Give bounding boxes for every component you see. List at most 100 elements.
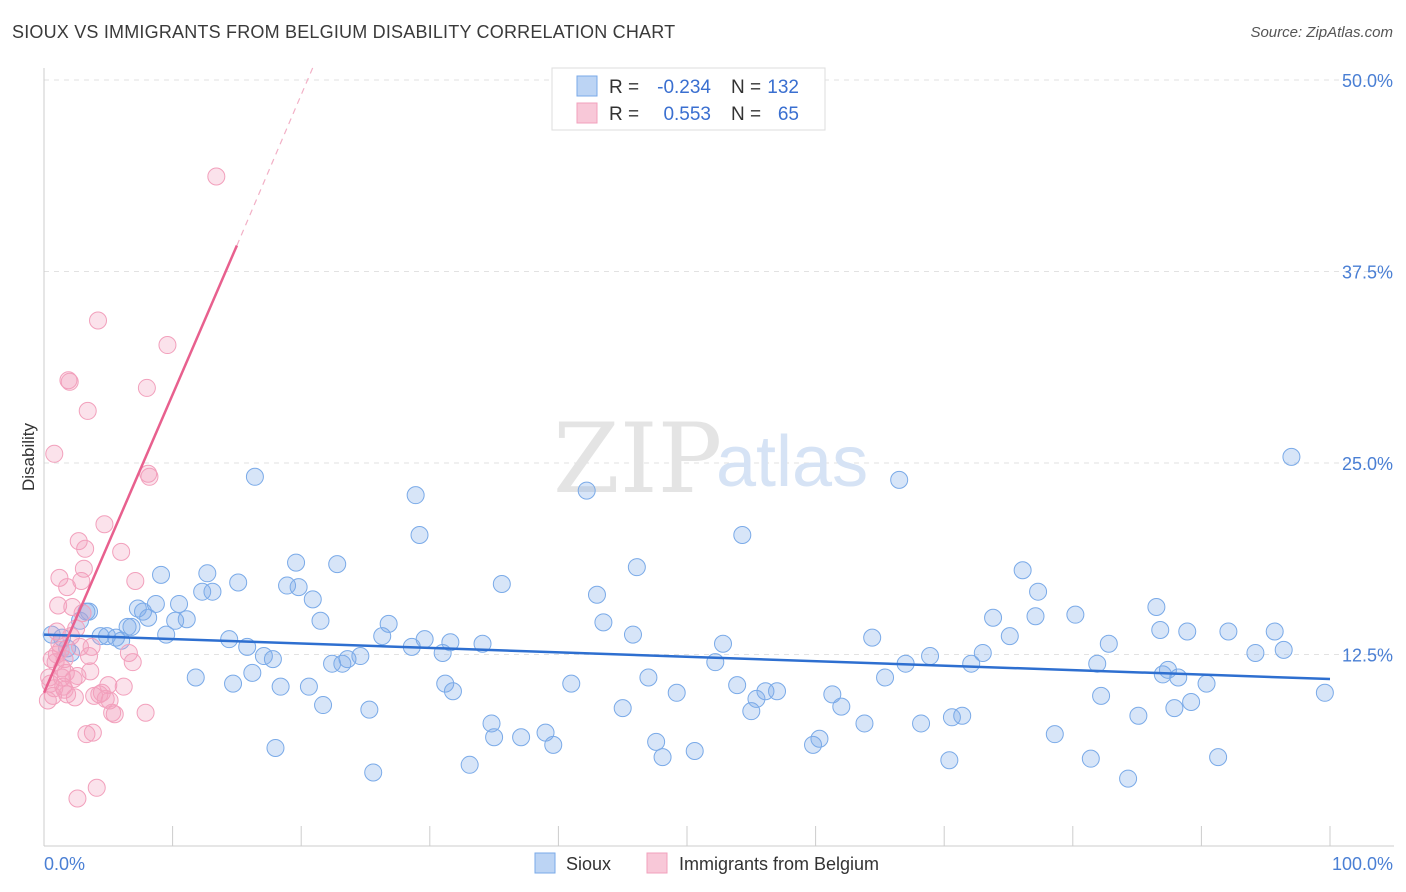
legend-r-label-belgium: R =	[609, 104, 639, 125]
sioux-point	[832, 697, 851, 716]
sioux-point	[876, 668, 895, 687]
source-label: Source: ZipAtlas.com	[1250, 24, 1393, 41]
belgium-point	[49, 596, 68, 615]
sioux-point	[152, 565, 171, 584]
y-tick-labels: 12.5% 25.0% 37.5% 50.0%	[1342, 71, 1393, 666]
sioux-point	[128, 599, 147, 618]
sioux-point	[823, 685, 842, 704]
sioux-point	[1066, 605, 1085, 624]
sioux-point	[460, 755, 479, 774]
belgium-point	[74, 559, 93, 578]
sioux-point	[594, 613, 613, 632]
sioux-point	[1282, 447, 1301, 466]
sioux-point	[243, 663, 262, 682]
watermark-atlas: atlas	[716, 422, 868, 502]
sioux-point	[271, 677, 290, 696]
sioux-point	[492, 575, 511, 594]
sioux-point	[299, 677, 318, 696]
sioux-point	[166, 611, 185, 630]
sioux-point	[855, 714, 874, 733]
belgium-point	[114, 677, 133, 696]
trend-lines	[42, 64, 1331, 694]
sioux-point	[1081, 749, 1100, 768]
sioux-point	[623, 625, 642, 644]
belgium-point	[112, 542, 131, 561]
sioux-point	[973, 643, 992, 662]
series-label-belgium: Immigrants from Belgium	[679, 854, 879, 874]
sioux-point	[193, 582, 212, 601]
sioux-point	[639, 668, 658, 687]
sioux-point	[289, 578, 308, 597]
sioux-point	[890, 470, 909, 489]
sioux-point	[122, 617, 141, 636]
sioux-point	[863, 628, 882, 647]
sioux-point	[810, 729, 829, 748]
sioux-point	[1209, 748, 1228, 767]
belgium-trend-extension	[236, 64, 315, 246]
sioux-point	[728, 676, 747, 695]
sioux-point	[406, 486, 425, 505]
sioux-point	[1026, 607, 1045, 626]
sioux-point	[170, 594, 189, 613]
legend-n-value-sioux: 132	[767, 77, 799, 98]
sioux-point	[1092, 686, 1111, 705]
legend-swatch-belgium	[576, 102, 598, 124]
sioux-point	[177, 610, 196, 629]
sioux-point	[1151, 620, 1170, 639]
belgium-point	[99, 676, 118, 695]
legend-r-value-belgium: 0.553	[663, 104, 711, 125]
belgium-points	[38, 167, 226, 808]
sioux-point	[198, 564, 217, 583]
sioux-point	[436, 674, 455, 693]
sioux-point	[379, 614, 398, 633]
belgium-point	[158, 336, 177, 355]
belgium-point	[140, 467, 159, 486]
sioux-point	[186, 668, 205, 687]
sioux-point	[1000, 627, 1019, 646]
sioux-point	[1169, 668, 1188, 687]
sioux-point	[562, 674, 581, 693]
sioux-point	[410, 526, 429, 545]
series-swatch-sioux	[534, 852, 556, 874]
belgium-point	[55, 680, 74, 699]
sioux-point	[912, 714, 931, 733]
watermark-zip: ZIP	[553, 403, 722, 515]
sioux-point	[266, 738, 285, 757]
sioux-point	[278, 576, 297, 595]
sioux-point	[984, 608, 1003, 627]
sioux-point	[1274, 640, 1293, 659]
sioux-point	[685, 742, 704, 761]
belgium-point	[137, 378, 156, 397]
sioux-point	[224, 674, 243, 693]
sioux-point	[203, 582, 222, 601]
belgium-point	[45, 444, 64, 463]
y-tick-label: 12.5%	[1342, 646, 1393, 666]
legend-r-value-sioux: -0.234	[657, 77, 711, 98]
sioux-point	[577, 481, 596, 500]
sioux-point	[1129, 706, 1148, 725]
sioux-point	[1147, 598, 1166, 617]
y-tick-label: 25.0%	[1342, 454, 1393, 474]
sioux-point	[1197, 674, 1216, 693]
belgium-point	[123, 653, 142, 672]
sioux-point	[653, 748, 672, 767]
sioux-point	[146, 594, 165, 613]
sioux-point	[229, 573, 248, 592]
sioux-point	[587, 585, 606, 604]
legend-swatch-sioux	[576, 75, 598, 97]
sioux-point	[443, 682, 462, 701]
sioux-point	[287, 553, 306, 572]
sioux-point	[667, 683, 686, 702]
sioux-point	[1013, 561, 1032, 580]
sioux-point	[940, 751, 959, 770]
sioux-point	[647, 732, 666, 751]
sioux-point	[714, 634, 733, 653]
sioux-point	[1219, 622, 1238, 641]
sioux-point	[328, 555, 347, 574]
sioux-point	[733, 526, 752, 545]
sioux-point	[441, 633, 460, 652]
gridlines	[44, 79, 1394, 655]
belgium-point	[76, 539, 95, 558]
sioux-point	[1119, 769, 1138, 788]
belgium-point	[87, 778, 106, 797]
